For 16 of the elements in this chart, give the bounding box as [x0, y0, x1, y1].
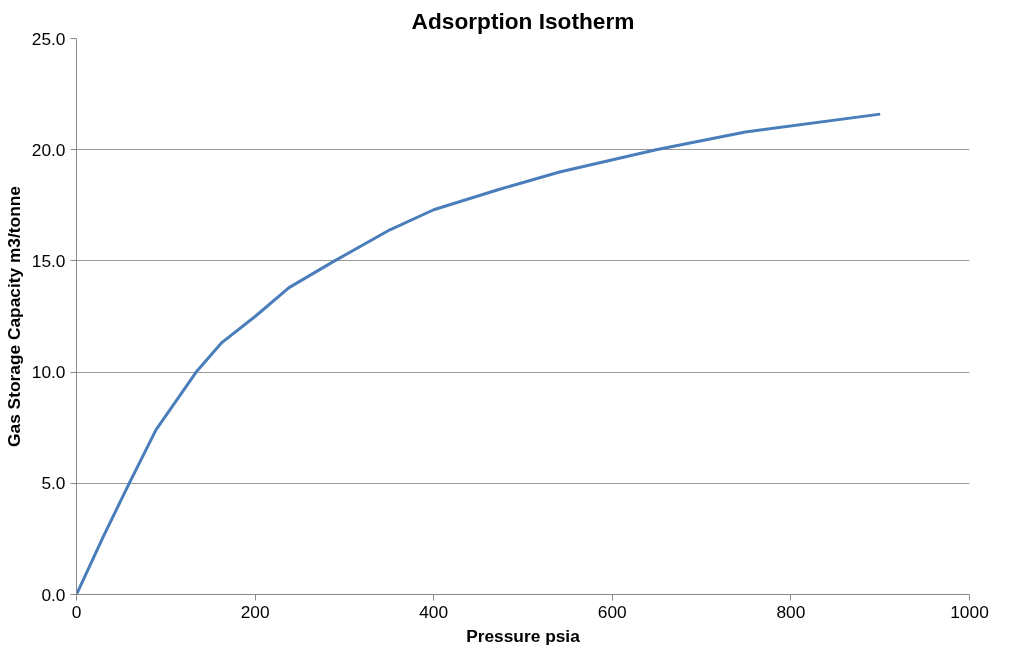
x-tick-label: 600 — [597, 601, 627, 622]
y-axis-title: Gas Storage Capacity m3/tonne — [3, 185, 24, 447]
chart-title: Adsorption Isotherm — [411, 7, 635, 34]
y-tick-label: 20.0 — [31, 139, 66, 160]
y-tick-label: 15.0 — [31, 250, 66, 271]
line-series — [76, 112, 882, 595]
x-tick-label: 400 — [419, 601, 449, 622]
x-tick-label: 200 — [240, 601, 270, 622]
y-tick-label: 5.0 — [41, 473, 66, 494]
x-tick-label: 1000 — [950, 601, 989, 622]
y-tick-label: 10.0 — [31, 362, 66, 383]
x-tick-label: 800 — [776, 601, 806, 622]
y-tick-label: 0.0 — [41, 584, 66, 605]
y-tick-label: 25.0 — [31, 28, 66, 49]
x-axis-title: Pressure psia — [466, 625, 581, 646]
x-tick-label: 0 — [71, 601, 82, 622]
